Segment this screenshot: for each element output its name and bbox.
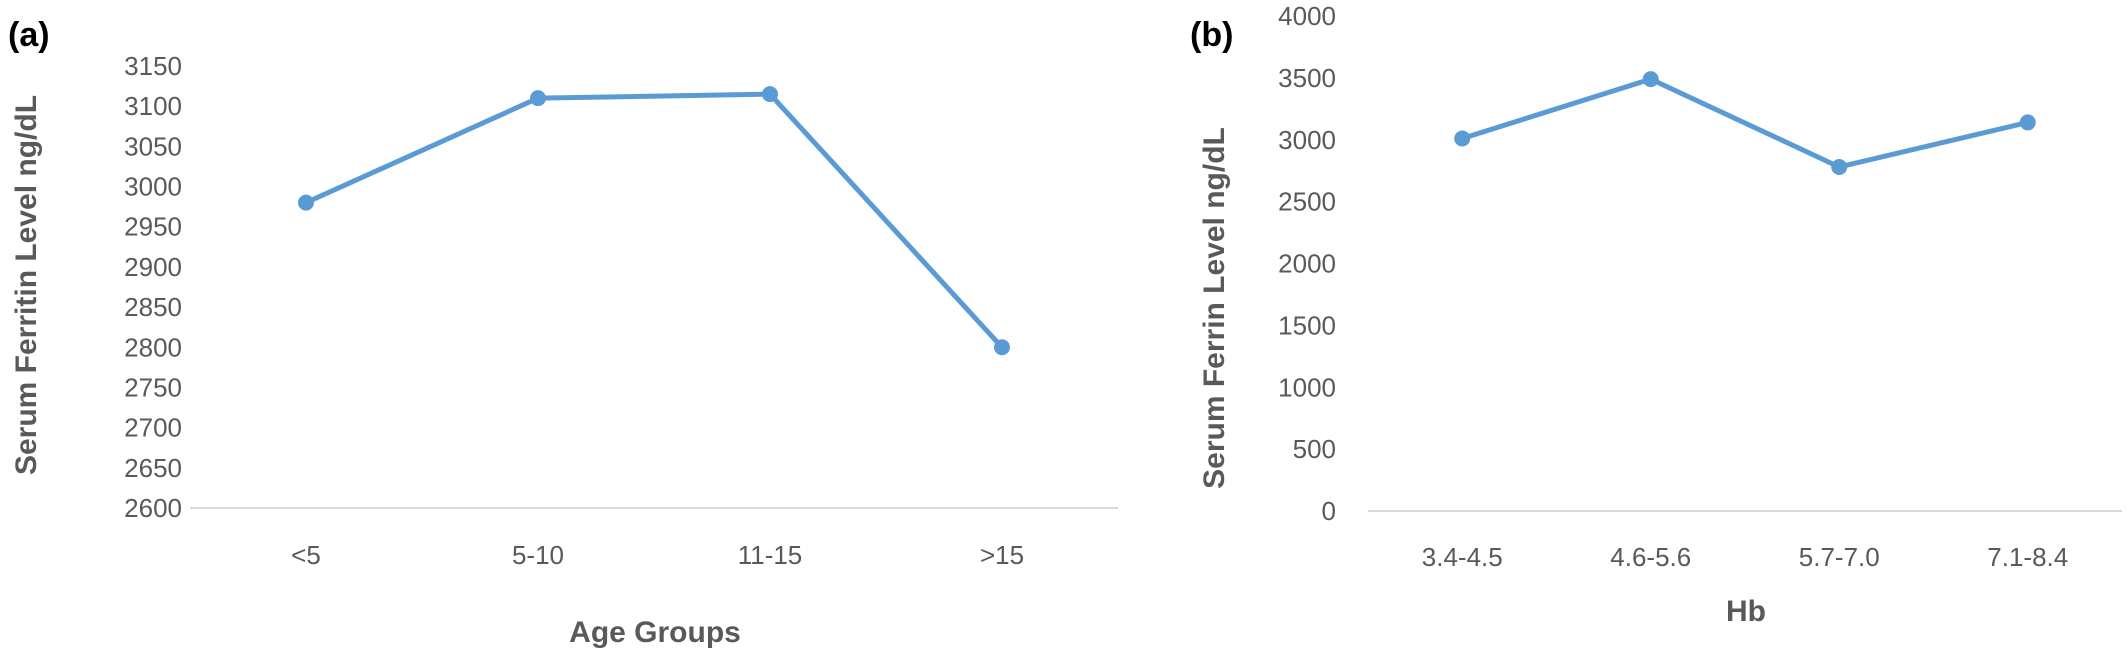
y-tick-label: 2500 xyxy=(1278,187,1336,217)
x-tick-label: 3.4-4.5 xyxy=(1422,542,1503,572)
y-tick-label: 1000 xyxy=(1278,372,1336,402)
data-point xyxy=(1831,158,1848,175)
y-tick-label: 500 xyxy=(1293,434,1336,464)
y-tick-label: 2750 xyxy=(124,372,182,402)
x-tick-label: 7.1-8.4 xyxy=(1987,542,2068,572)
data-point xyxy=(530,90,546,107)
y-tick-label: 3050 xyxy=(124,131,182,161)
panel-a-label: (a) xyxy=(8,16,50,54)
y-tick-label: 2800 xyxy=(124,332,182,362)
panel-b-x-axis-title: Hb xyxy=(1726,595,1766,628)
panel-b-y-axis-title: Serum Ferrin Level ng/dL xyxy=(1198,127,1231,489)
y-tick-label: 3150 xyxy=(124,51,182,81)
x-tick-label: <5 xyxy=(291,540,321,570)
y-tick-label: 2850 xyxy=(124,292,182,322)
panel-a-x-axis-title: Age Groups xyxy=(569,616,741,649)
y-tick-label: 2600 xyxy=(124,493,182,523)
y-tick-label: 4000 xyxy=(1278,1,1336,31)
x-tick-label: 5-10 xyxy=(512,540,564,570)
x-tick-label: >15 xyxy=(980,540,1024,570)
series-line xyxy=(1459,76,2031,170)
data-point xyxy=(1454,130,1471,147)
y-tick-label: 0 xyxy=(1322,496,1336,526)
panel-a: (a) Serum Ferritin Level ng/dL Age Group… xyxy=(8,16,1118,649)
data-point xyxy=(994,339,1010,356)
x-tick-label: 4.6-5.6 xyxy=(1610,542,1691,572)
y-tick-label: 3100 xyxy=(124,91,182,121)
data-point xyxy=(1642,71,1659,88)
y-tick-label: 2000 xyxy=(1278,249,1336,279)
panel-b: (b) Serum Ferrin Level ng/dL Hb 0 500 1000… xyxy=(1190,1,2122,628)
y-tick-label: 2650 xyxy=(124,453,182,483)
panel-b-label: (b) xyxy=(1190,16,1233,54)
y-tick-label: 2950 xyxy=(124,212,182,242)
panel-a-y-axis-title: Serum Ferritin Level ng/dL xyxy=(10,95,43,475)
y-tick-label: 2700 xyxy=(124,413,182,443)
y-tick-label: 3500 xyxy=(1278,63,1336,93)
data-point xyxy=(2019,114,2036,131)
y-tick-label: 3000 xyxy=(1278,125,1336,155)
x-tick-label: 5.7-7.0 xyxy=(1799,542,1880,572)
y-tick-label: 1500 xyxy=(1278,310,1336,340)
y-tick-label: 3000 xyxy=(124,172,182,202)
series-line xyxy=(303,91,1005,350)
x-tick-label: 11-15 xyxy=(738,540,803,570)
y-tick-label: 2900 xyxy=(124,252,182,282)
data-point xyxy=(298,194,314,211)
data-point xyxy=(762,86,778,103)
